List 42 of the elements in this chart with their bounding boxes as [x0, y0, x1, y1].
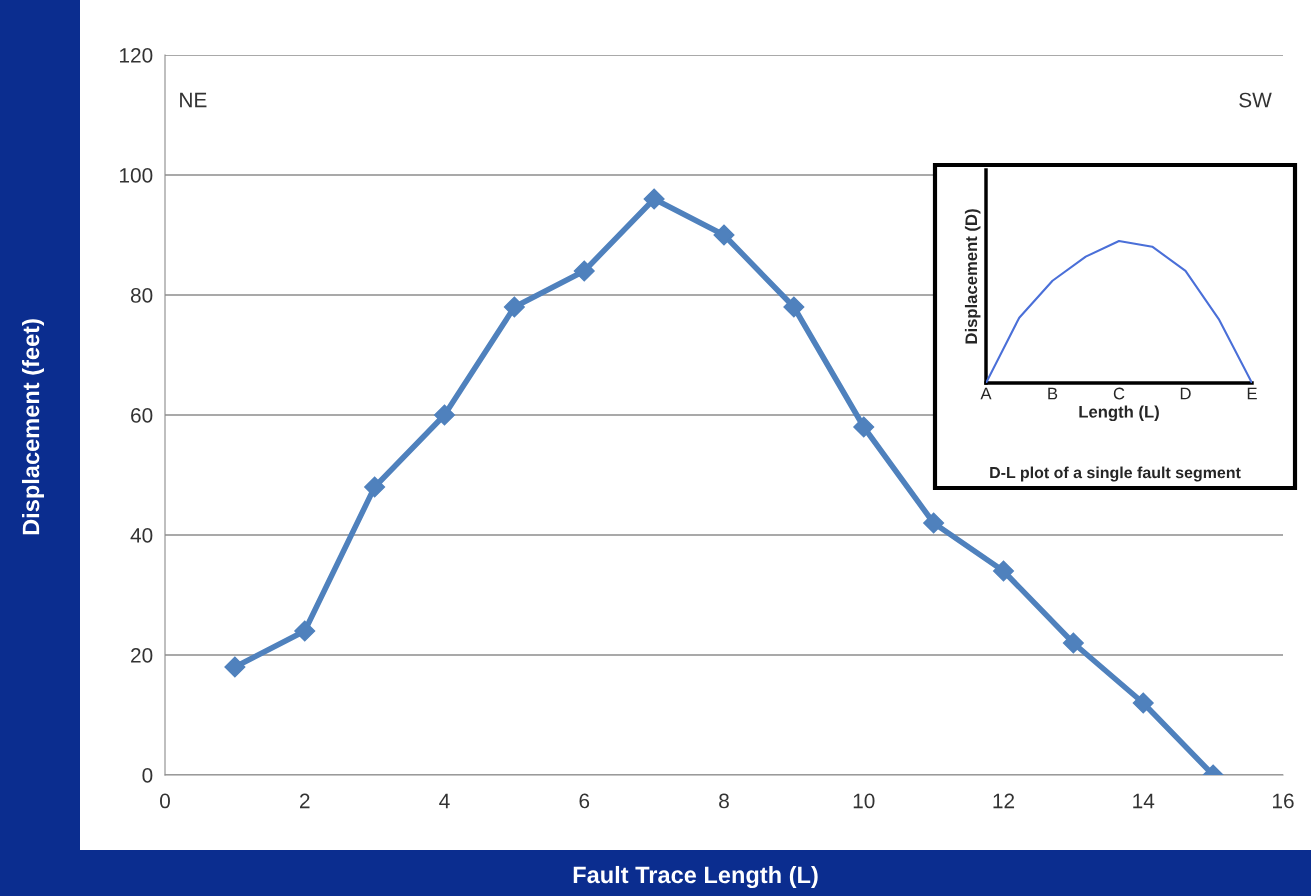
y-axis-title: Displacement (feet) — [22, 319, 44, 535]
annotation: NE — [180, 92, 207, 108]
point — [294, 620, 316, 642]
y-axis-title: Displacement (D) — [964, 209, 981, 344]
point — [853, 416, 875, 438]
y-tick-label: 100 — [120, 168, 153, 183]
x-axis-title: Fault Trace Length (L) — [573, 865, 818, 889]
point — [224, 656, 246, 678]
x-tick-label: C — [1113, 387, 1125, 400]
point — [783, 296, 805, 318]
x-tick-label: 14 — [1133, 793, 1155, 809]
y-tick-label: 20 — [131, 648, 153, 663]
point — [713, 224, 735, 246]
y-tick-label: 0 — [142, 768, 153, 783]
x-tick-label: B — [1048, 387, 1058, 400]
point — [643, 188, 665, 210]
x-axis-title: Length (L) — [1079, 405, 1159, 422]
x-tick-label: 8 — [719, 793, 729, 809]
point — [364, 476, 386, 498]
annotation: SW — [1239, 92, 1272, 108]
x-tick-label: 4 — [439, 793, 450, 809]
x-tick-label: E — [1247, 387, 1257, 400]
point — [573, 260, 595, 282]
x-tick-label: A — [980, 387, 992, 400]
x-tick-label: 16 — [1273, 793, 1294, 809]
x-tick-label: 0 — [160, 793, 170, 809]
point — [923, 512, 945, 534]
x-tick-label: 6 — [579, 793, 590, 809]
point — [433, 404, 456, 426]
y-tick-label: 60 — [131, 408, 153, 423]
point — [992, 560, 1015, 582]
point — [1132, 692, 1154, 714]
y-tick-label: 120 — [120, 48, 153, 63]
x-tick-label: 12 — [993, 793, 1015, 809]
x-tick-label: 2 — [300, 793, 310, 809]
point — [1062, 632, 1084, 654]
point — [503, 296, 525, 318]
text: D-L plot of a single fault segment — [990, 466, 1241, 482]
y-tick-label: 40 — [130, 528, 153, 543]
x-tick-label: 10 — [853, 793, 875, 809]
y-tick-label: 80 — [130, 288, 153, 303]
x-tick-label: D — [1180, 387, 1191, 400]
